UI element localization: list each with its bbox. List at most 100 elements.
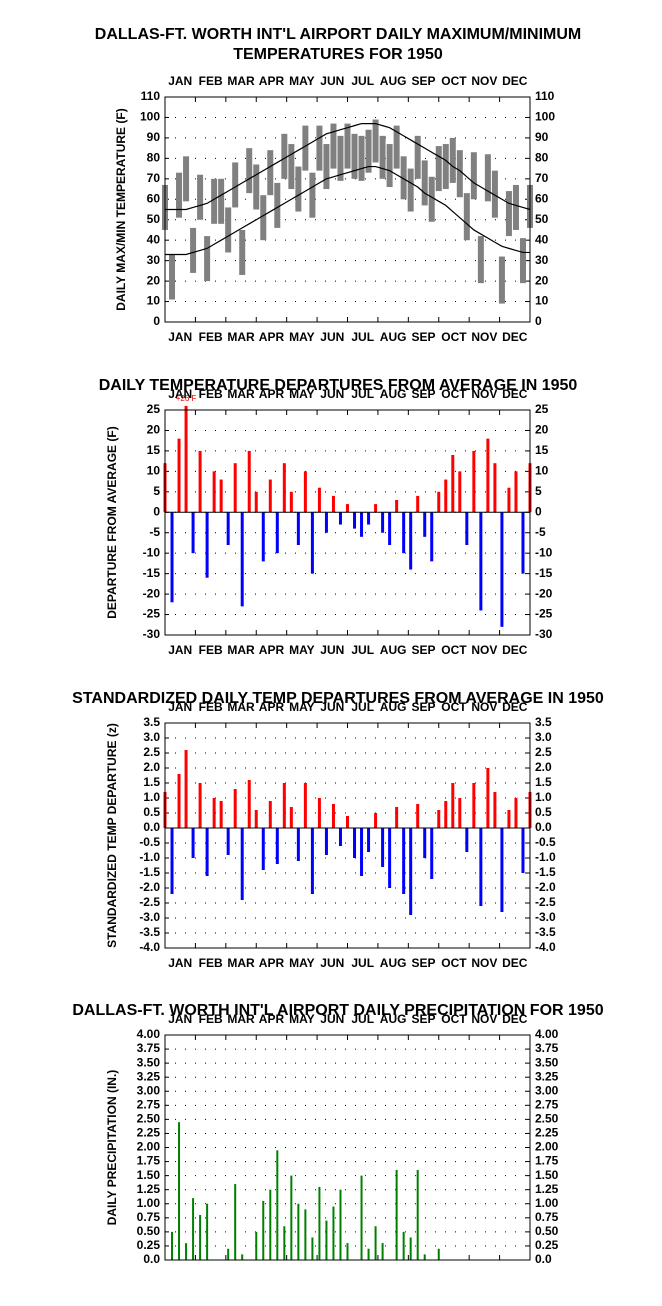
- month-label-bottom: JAN: [168, 956, 192, 970]
- y-tick-label-right: 1.0: [535, 790, 552, 804]
- bar: [331, 495, 335, 513]
- bar: [283, 1226, 286, 1260]
- bar: [388, 828, 392, 888]
- y-tick-label: 110: [141, 89, 161, 103]
- y-tick-label-right: 0: [535, 314, 542, 328]
- y-tick-label-right: 110: [535, 89, 555, 103]
- y-axis-label: DEPARTURE FROM AVERAGE (F): [105, 426, 119, 618]
- y-tick-label: 1.00: [137, 1196, 161, 1210]
- bar: [240, 828, 244, 900]
- y-tick-label-right: 1.00: [535, 1196, 559, 1210]
- y-tick-label: -4.0: [139, 940, 160, 954]
- y-tick-label: 2.0: [143, 760, 160, 774]
- range-bar: [484, 154, 491, 202]
- bar: [353, 512, 357, 529]
- month-label-bottom: JUL: [351, 643, 374, 657]
- month-label-bottom: JUL: [351, 330, 374, 344]
- y-tick-label-right: 0.50: [535, 1224, 559, 1238]
- bar: [177, 774, 181, 828]
- bar: [304, 1209, 307, 1260]
- range-bar: [421, 160, 428, 206]
- bar: [261, 828, 265, 870]
- bar: [367, 828, 371, 852]
- y-tick-label-right: 2.50: [535, 1112, 559, 1126]
- bar: [430, 828, 434, 879]
- y-tick-label-right: 1.5: [535, 775, 552, 789]
- bar: [493, 463, 497, 513]
- range-bar: [232, 162, 239, 208]
- bar: [458, 798, 462, 828]
- y-tick-label-right: 1.25: [535, 1182, 559, 1196]
- bar: [423, 512, 427, 537]
- bar: [324, 512, 328, 533]
- y-tick-label-right: -3.0: [535, 910, 556, 924]
- month-label-bottom: MAY: [289, 956, 315, 970]
- month-label-top: OCT: [441, 74, 467, 88]
- range-bar: [407, 168, 414, 212]
- bar: [381, 1243, 384, 1260]
- y-tick-label-right: 2.75: [535, 1097, 559, 1111]
- y-tick-label-right: 1.75: [535, 1154, 559, 1168]
- y-tick-label: 1.50: [137, 1168, 161, 1182]
- bar: [269, 1189, 272, 1260]
- y-tick-label-right: -10: [535, 545, 553, 559]
- y-tick-label: 2.50: [137, 1112, 161, 1126]
- y-tick-label: -2.5: [139, 895, 160, 909]
- bar: [444, 801, 448, 828]
- month-label-top: DEC: [502, 74, 528, 88]
- y-tick-label: -0.5: [139, 835, 160, 849]
- range-bar: [225, 207, 232, 253]
- range-bar: [449, 137, 456, 183]
- bar: [521, 512, 525, 574]
- bar: [198, 450, 202, 513]
- y-tick-label: 1.0: [143, 790, 160, 804]
- month-label-top: JAN: [168, 1012, 192, 1026]
- month-label-top: OCT: [441, 1012, 467, 1026]
- bar: [451, 783, 455, 828]
- month-label-top: APR: [259, 74, 285, 88]
- y-tick-label-right: 0.25: [535, 1238, 559, 1252]
- bar: [437, 810, 441, 828]
- y-axis-label: STANDARDIZED TEMP DEPARTURE (z): [105, 723, 119, 948]
- y-tick-label-right: -1.0: [535, 850, 556, 864]
- y-tick-label-right: 20: [535, 273, 549, 287]
- bar: [465, 828, 469, 852]
- y-tick-label: 90: [147, 130, 161, 144]
- month-label-top: JUL: [351, 700, 374, 714]
- month-label-top: DEC: [502, 700, 528, 714]
- bar: [219, 801, 223, 828]
- chart-title: TEMPERATURES FOR 1950: [233, 46, 443, 63]
- month-label-top: SEP: [412, 387, 436, 401]
- range-bar: [309, 172, 316, 218]
- month-label-top: FEB: [199, 1012, 223, 1026]
- y-tick-label: 0.25: [137, 1238, 161, 1252]
- y-tick-label-right: 0.0: [535, 1252, 552, 1266]
- y-tick-label-right: 50: [535, 212, 549, 226]
- y-tick-label: 3.00: [137, 1083, 161, 1097]
- y-tick-label-right: 0.0: [535, 820, 552, 834]
- range-bar: [211, 178, 218, 224]
- y-tick-label-right: 3.00: [535, 1083, 559, 1097]
- range-bar: [239, 229, 246, 275]
- bar: [296, 828, 300, 861]
- y-tick-label: 10: [147, 464, 161, 478]
- bar: [212, 471, 216, 513]
- y-tick-label: -5: [149, 525, 160, 539]
- y-tick-label-right: 10: [535, 464, 549, 478]
- month-label-bottom: APR: [259, 643, 285, 657]
- bar: [226, 828, 230, 855]
- bar: [227, 1248, 230, 1260]
- month-label-top: AUG: [380, 700, 407, 714]
- month-label-top: MAY: [289, 387, 315, 401]
- y-tick-label: 0.50: [137, 1224, 161, 1238]
- bar: [254, 810, 258, 828]
- range-bar: [393, 125, 400, 169]
- range-bar: [253, 164, 260, 210]
- month-label-top: FEB: [199, 700, 223, 714]
- y-tick-label: 3.25: [137, 1069, 161, 1083]
- range-bar: [372, 119, 379, 163]
- bar: [332, 1206, 335, 1260]
- bar: [493, 792, 497, 828]
- plot-frame: [164, 722, 531, 949]
- month-label-top: MAY: [289, 700, 315, 714]
